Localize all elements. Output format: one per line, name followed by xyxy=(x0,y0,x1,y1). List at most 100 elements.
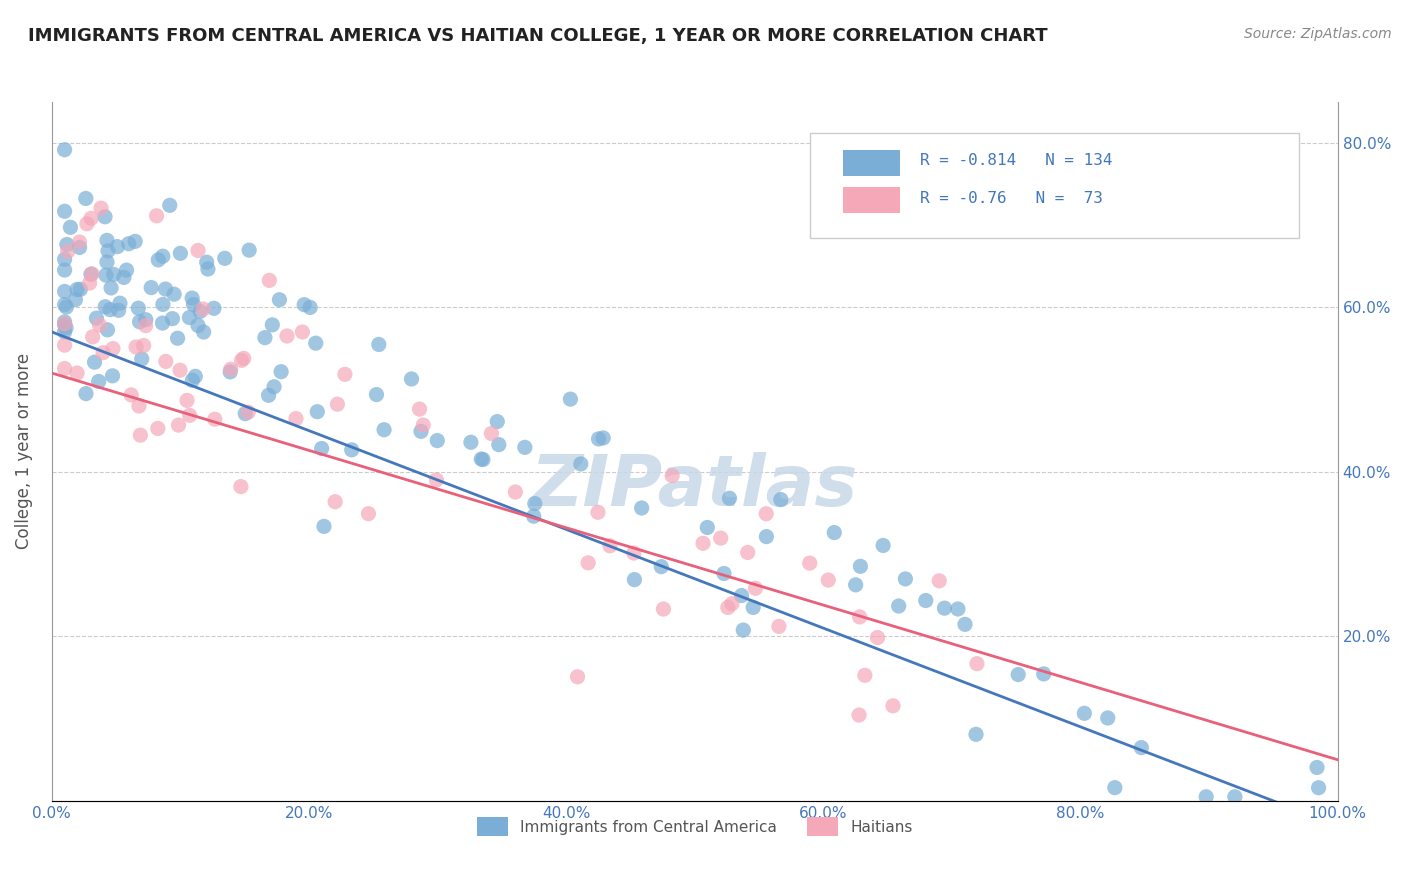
Point xyxy=(103,268,125,282)
Point xyxy=(191,301,214,316)
Point xyxy=(357,507,380,521)
Point xyxy=(307,405,329,419)
Text: IMMIGRANTS FROM CENTRAL AMERICA VS HAITIAN COLLEGE, 1 YEAR OR MORE CORRELATION C: IMMIGRANTS FROM CENTRAL AMERICA VS HAITI… xyxy=(28,27,1047,45)
Point xyxy=(86,311,108,326)
Point xyxy=(80,267,103,281)
Point xyxy=(426,434,449,448)
Point xyxy=(124,235,146,249)
Point xyxy=(323,494,346,508)
Point xyxy=(650,559,672,574)
Point xyxy=(696,520,718,534)
Point xyxy=(96,233,118,247)
Point xyxy=(55,300,77,314)
Point xyxy=(340,442,363,457)
Point xyxy=(101,368,124,383)
FancyBboxPatch shape xyxy=(810,133,1299,238)
Point xyxy=(89,318,111,332)
Point xyxy=(53,325,76,339)
Point xyxy=(53,338,76,352)
Text: ZIPatlas: ZIPatlas xyxy=(531,451,859,521)
Point xyxy=(159,198,181,212)
Point xyxy=(928,574,950,588)
Point xyxy=(312,519,335,533)
Legend: Immigrants from Central America, Haitians: Immigrants from Central America, Haitian… xyxy=(471,812,918,842)
Point xyxy=(145,209,167,223)
Point xyxy=(53,252,76,267)
Point xyxy=(187,244,209,258)
Point xyxy=(1223,789,1246,804)
Point xyxy=(560,392,582,406)
Point xyxy=(53,204,76,219)
Point xyxy=(169,246,191,260)
Point xyxy=(179,310,201,325)
Point xyxy=(733,623,755,637)
Point xyxy=(90,201,112,215)
Point xyxy=(744,582,766,596)
Point xyxy=(412,417,434,432)
Point xyxy=(65,293,87,307)
Point xyxy=(1032,667,1054,681)
Point xyxy=(162,311,184,326)
Point xyxy=(408,402,430,417)
Point xyxy=(96,255,118,269)
Point xyxy=(311,442,333,456)
Point xyxy=(214,252,236,266)
Point xyxy=(100,281,122,295)
Point xyxy=(292,298,315,312)
Point xyxy=(588,432,610,446)
Point xyxy=(257,388,280,402)
Point xyxy=(769,492,792,507)
Point xyxy=(262,318,284,332)
Point xyxy=(366,387,388,401)
Point xyxy=(737,545,759,559)
Point xyxy=(823,525,845,540)
Point xyxy=(1104,780,1126,795)
Point xyxy=(87,375,110,389)
Point xyxy=(94,300,117,314)
Point xyxy=(569,457,592,471)
Point xyxy=(135,318,157,333)
Point xyxy=(849,559,872,574)
Point xyxy=(101,342,124,356)
Point xyxy=(755,530,778,544)
Point xyxy=(107,303,129,318)
Point xyxy=(94,210,117,224)
Point xyxy=(56,244,79,259)
Point xyxy=(94,268,117,282)
Point xyxy=(692,536,714,550)
Point xyxy=(53,285,76,299)
Point xyxy=(146,421,169,435)
Point xyxy=(276,329,298,343)
Point xyxy=(721,597,744,611)
Point xyxy=(305,336,328,351)
Point xyxy=(586,505,609,519)
Point xyxy=(460,435,482,450)
Point xyxy=(129,428,152,442)
Point xyxy=(53,317,76,331)
Point xyxy=(152,249,174,263)
Point xyxy=(98,302,121,317)
Point xyxy=(183,297,205,311)
Point xyxy=(513,441,536,455)
Point xyxy=(176,393,198,408)
Point xyxy=(953,617,976,632)
Point xyxy=(181,291,204,305)
Point xyxy=(866,631,889,645)
Point xyxy=(887,599,910,613)
Point xyxy=(76,217,98,231)
Point xyxy=(934,601,956,615)
Point xyxy=(135,312,157,326)
Point xyxy=(1308,780,1330,795)
Point xyxy=(661,468,683,483)
Point xyxy=(115,263,138,277)
Point xyxy=(108,296,131,310)
Point xyxy=(1130,740,1153,755)
Point xyxy=(131,351,153,366)
Text: R = -0.814   N = 134: R = -0.814 N = 134 xyxy=(920,153,1112,169)
Point xyxy=(599,539,621,553)
Point xyxy=(105,239,128,253)
Point xyxy=(53,263,76,277)
Point xyxy=(204,412,226,426)
Point xyxy=(69,282,91,296)
Point xyxy=(80,211,103,226)
